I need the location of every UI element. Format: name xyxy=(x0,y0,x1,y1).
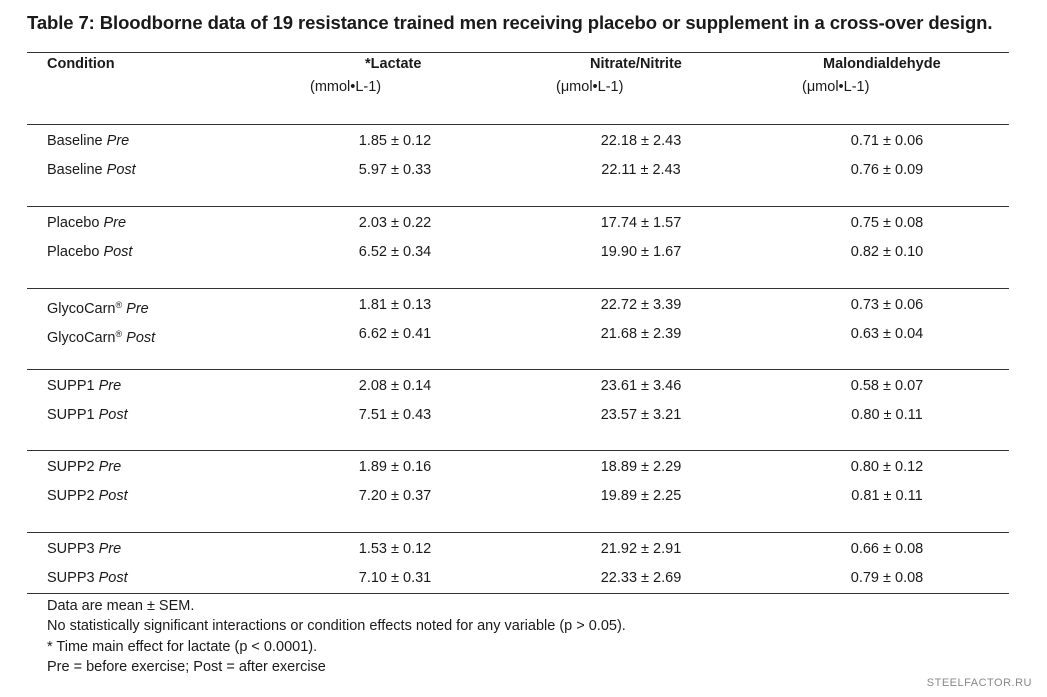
header-mda-unit: (μmol•L-1) xyxy=(802,79,870,95)
lactate-value: 7.20 ± 0.37 xyxy=(358,488,432,504)
footnote: * Time main effect for lactate (p < 0.00… xyxy=(47,639,318,655)
condition-cell: SUPP3 Post xyxy=(47,569,128,587)
condition-name: Placebo xyxy=(47,215,100,231)
condition-name: Baseline xyxy=(47,162,103,178)
table-title: Table 7: Bloodborne data of 19 resistanc… xyxy=(27,12,993,33)
group-separator-rule xyxy=(27,288,1009,289)
mda-value: 0.63 ± 0.04 xyxy=(850,326,924,342)
mda-value: 0.81 ± 0.11 xyxy=(851,488,923,504)
nitrate-value: 22.72 ± 3.39 xyxy=(600,297,682,313)
nitrate-value: 23.61 ± 3.46 xyxy=(600,378,682,394)
header-nitrate-unit: (μmol•L-1) xyxy=(556,79,624,95)
timepoint-label: Post xyxy=(98,407,128,423)
condition-name: SUPP2 xyxy=(47,488,95,504)
footnote: Pre = before exercise; Post = after exer… xyxy=(47,659,326,675)
timepoint-label: Post xyxy=(98,488,128,504)
condition-name: GlycoCarn xyxy=(47,330,116,346)
mda-value: 0.66 ± 0.08 xyxy=(850,541,924,557)
lactate-value: 7.51 ± 0.43 xyxy=(358,407,432,423)
condition-cell: SUPP2 Pre xyxy=(47,458,121,476)
mda-value: 0.75 ± 0.08 xyxy=(850,215,924,231)
condition-cell: SUPP1 Pre xyxy=(47,377,121,395)
nitrate-value: 23.57 ± 3.21 xyxy=(600,407,682,423)
group-separator-rule xyxy=(27,450,1009,451)
nitrate-value: 21.68 ± 2.39 xyxy=(600,326,682,342)
condition-name: SUPP3 xyxy=(47,541,95,557)
lactate-value: 1.53 ± 0.12 xyxy=(358,541,432,557)
condition-cell: Placebo Pre xyxy=(47,214,126,232)
mda-value: 0.82 ± 0.10 xyxy=(850,244,924,260)
lactate-value: 1.81 ± 0.13 xyxy=(358,297,432,313)
group-separator-rule xyxy=(27,369,1009,370)
mda-value: 0.71 ± 0.06 xyxy=(850,133,924,149)
header-nitrate: Nitrate/Nitrite xyxy=(590,56,682,72)
timepoint-label: Post xyxy=(106,162,136,178)
timepoint-label: Post xyxy=(98,570,128,586)
nitrate-value: 19.90 ± 1.67 xyxy=(600,244,682,260)
nitrate-value: 22.11 ± 2.43 xyxy=(601,162,681,178)
header-lactate: *Lactate xyxy=(365,56,422,72)
condition-cell: Baseline Post xyxy=(47,161,136,179)
lactate-value: 6.52 ± 0.34 xyxy=(358,244,432,260)
header-top-rule xyxy=(27,52,1009,53)
lactate-value: 2.03 ± 0.22 xyxy=(358,215,432,231)
lactate-value: 1.85 ± 0.12 xyxy=(358,133,432,149)
lactate-value: 5.97 ± 0.33 xyxy=(358,162,432,178)
lactate-value: 1.89 ± 0.16 xyxy=(358,459,432,475)
group-separator-rule xyxy=(27,206,1009,207)
timepoint-label: Pre xyxy=(126,301,149,317)
mda-value: 0.80 ± 0.11 xyxy=(851,407,923,423)
header-mda: Malondialdehyde xyxy=(823,56,941,72)
nitrate-value: 22.18 ± 2.43 xyxy=(600,133,682,149)
mda-value: 0.58 ± 0.07 xyxy=(850,378,924,394)
watermark: STEELFACTOR.RU xyxy=(926,677,1032,689)
condition-cell: SUPP2 Post xyxy=(47,487,128,505)
condition-cell: GlycoCarn® Pre xyxy=(47,296,149,318)
nitrate-value: 22.33 ± 2.69 xyxy=(600,570,682,586)
mda-value: 0.79 ± 0.08 xyxy=(850,570,924,586)
condition-cell: SUPP1 Post xyxy=(47,406,128,424)
timepoint-label: Pre xyxy=(98,541,122,557)
condition-name: GlycoCarn xyxy=(47,301,116,317)
group-separator-rule xyxy=(27,124,1009,125)
group-separator-rule xyxy=(27,532,1009,533)
timepoint-label: Pre xyxy=(106,133,130,149)
registered-mark: ® xyxy=(115,300,123,310)
footnote: Data are mean ± SEM. xyxy=(47,598,195,614)
timepoint-label: Post xyxy=(103,244,133,260)
header-condition: Condition xyxy=(47,56,115,72)
nitrate-value: 18.89 ± 2.29 xyxy=(600,459,682,475)
condition-name: SUPP3 xyxy=(47,570,95,586)
mda-value: 0.73 ± 0.06 xyxy=(850,297,924,313)
condition-cell: SUPP3 Pre xyxy=(47,540,121,558)
timepoint-label: Pre xyxy=(98,459,122,475)
condition-name: SUPP2 xyxy=(47,459,95,475)
condition-cell: GlycoCarn® Post xyxy=(47,325,155,347)
nitrate-value: 19.89 ± 2.25 xyxy=(600,488,682,504)
table-bottom-rule xyxy=(27,593,1009,594)
lactate-value: 6.62 ± 0.41 xyxy=(358,326,432,342)
footnote: No statistically significant interaction… xyxy=(47,618,626,634)
nitrate-value: 21.92 ± 2.91 xyxy=(600,541,682,557)
mda-value: 0.80 ± 0.12 xyxy=(850,459,924,475)
lactate-value: 2.08 ± 0.14 xyxy=(358,378,432,394)
timepoint-label: Pre xyxy=(103,215,127,231)
condition-name: SUPP1 xyxy=(47,378,95,394)
condition-cell: Baseline Pre xyxy=(47,132,129,150)
condition-name: Placebo xyxy=(47,244,100,260)
timepoint-label: Pre xyxy=(98,378,122,394)
mda-value: 0.76 ± 0.09 xyxy=(850,162,924,178)
nitrate-value: 17.74 ± 1.57 xyxy=(600,215,682,231)
registered-mark: ® xyxy=(115,329,123,339)
timepoint-label: Post xyxy=(126,330,156,346)
condition-name: Baseline xyxy=(47,133,103,149)
condition-cell: Placebo Post xyxy=(47,243,132,261)
lactate-value: 7.10 ± 0.31 xyxy=(358,570,432,586)
header-lactate-unit: (mmol•L-1) xyxy=(310,79,382,95)
condition-name: SUPP1 xyxy=(47,407,95,423)
